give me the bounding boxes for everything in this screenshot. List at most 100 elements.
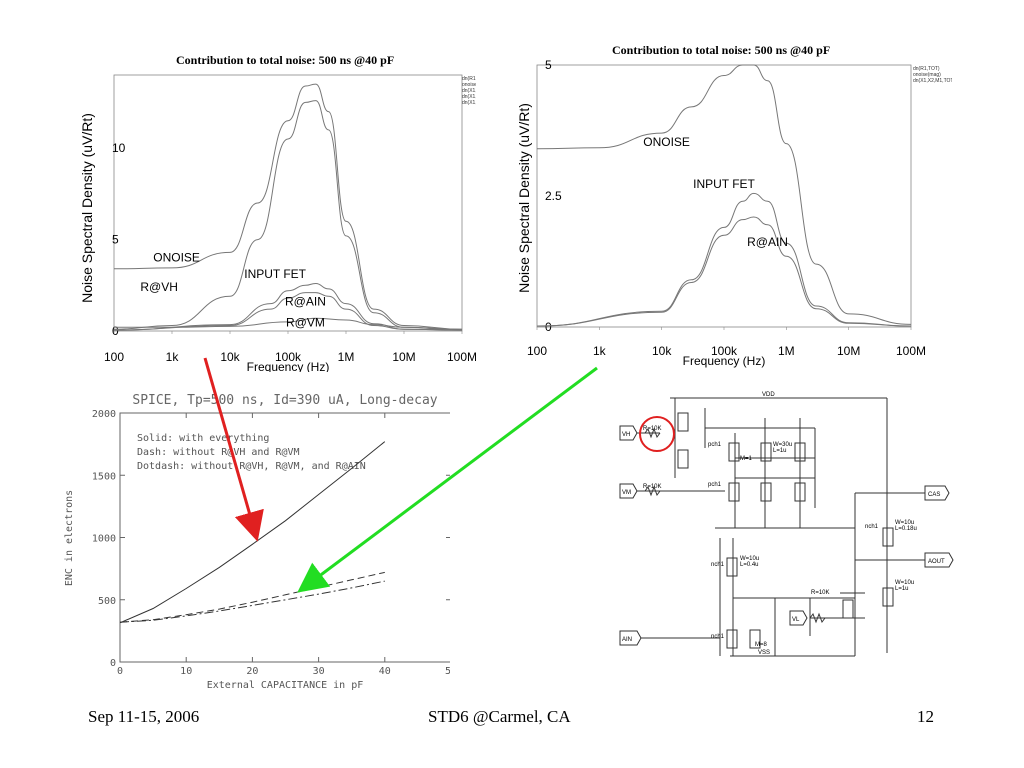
size-label-l1: L=1u — [773, 448, 787, 454]
chart3-legend-line-3: Dotdash: without R@VH, R@VM, and R@AIN — [137, 461, 366, 472]
chart3-y-tick-label: 500 — [98, 596, 116, 607]
chart3-xlabel: External CAPACITANCE in pF — [207, 680, 364, 691]
chart1-series-line — [114, 317, 463, 330]
chart2-x-tick-label: 1k — [593, 344, 607, 358]
chart3-y-tick-label: 1000 — [92, 534, 116, 545]
chart3-x-tick-label: 40 — [379, 666, 391, 677]
chart1-series-line — [113, 282, 463, 331]
vl-port-label: VL — [792, 617, 800, 623]
cas-port-label: CAS — [928, 492, 940, 498]
vdd-label: VDD — [762, 392, 775, 398]
chart1-x-tick-label: 100 — [104, 350, 124, 364]
schematic-text: VDD VSS VH VM VL AIN CAS AOUT R=10K R=10… — [622, 392, 945, 656]
chart1-series-line — [113, 100, 463, 331]
chart2-title: Contribution to total noise: 500 ns @40 … — [612, 43, 831, 57]
chart3-y-tick-label: 2000 — [92, 409, 116, 420]
chart2-x-tick-label: 100k — [711, 344, 738, 358]
chart2-x-tick-label: 100 — [527, 344, 547, 358]
vm-port-label: VM — [622, 490, 631, 496]
chart2-series-line — [536, 64, 912, 325]
chart3-x-tick-label: 0 — [117, 666, 123, 677]
vss-label: VSS — [758, 650, 770, 656]
schematic-ports — [619, 425, 954, 646]
chart1-annotation: R@AIN — [285, 294, 326, 308]
chart2-annotation: INPUT FET — [693, 177, 755, 191]
chart1-x-tick-label: 100k — [275, 350, 302, 364]
size-label-w10b: W=10u — [895, 520, 914, 526]
mult-label-m8: M=8 — [755, 642, 768, 648]
mult-label-m1: M=1 — [740, 456, 753, 462]
size-label-l1b: L=1u — [895, 586, 909, 592]
chart1-x-tick-label: 10M — [392, 350, 415, 364]
chart1-annotation: ONOISE — [153, 251, 200, 265]
chart2-x-tick-label: 1M — [778, 344, 795, 358]
chart1-legend-entry: dn(X1,X2,R2,TOT) — [462, 100, 476, 106]
ain-port-label: AIN — [622, 637, 632, 643]
chart1-series-line — [113, 83, 463, 330]
size-label-w10a: W=10u — [740, 556, 759, 562]
footer-page-number: 12 — [917, 707, 934, 726]
chart1-x-tick-label: 1M — [338, 350, 355, 364]
chart1-legend-entry: onoise(mag) — [462, 82, 476, 88]
chart1-legend-entry: dn(R1,TOT) — [462, 76, 476, 82]
chart3: SPICE, Tp=500 ns, Id=390 uA, Long-decay … — [64, 393, 450, 691]
chart2-annotation: ONOISE — [643, 135, 690, 149]
aout-port-label: AOUT — [928, 559, 945, 565]
size-label-l04: L=0.4u — [740, 562, 759, 568]
chart1-frame — [113, 74, 463, 332]
chart2-xlabel: Frequency (Hz) — [683, 354, 766, 368]
chart1-x-tick-label: 10k — [220, 350, 240, 364]
chart3-y-tick-label: 0 — [110, 658, 116, 669]
chart3-title: SPICE, Tp=500 ns, Id=390 uA, Long-decay — [132, 393, 437, 408]
resistor-label-1: R=10K — [643, 426, 662, 432]
chart1-legend-entry: dn(X1,X2,R1,TOT) — [462, 94, 476, 100]
footer-venue: STD6 @Carmel, CA — [428, 707, 571, 726]
nch-label-3: nch1 — [865, 524, 879, 530]
size-label-w30: W=30u — [773, 442, 792, 448]
pch-label-2: pch1 — [708, 482, 722, 488]
chart2-y-tick-label: 5 — [545, 58, 552, 72]
chart3-x-tick-label: 30 — [313, 666, 325, 677]
size-label-l018: L=0.18u — [895, 526, 917, 532]
chart2-legend-entry: dn(R1,TOT) — [913, 66, 940, 72]
size-label-w10c: W=10u — [895, 580, 914, 586]
chart2-y-tick-label: 2.5 — [545, 189, 562, 203]
chart1-xlabel: Frequency (Hz) — [247, 360, 330, 372]
footer-date: Sep 11-15, 2006 — [88, 707, 200, 726]
nch-label-1: nch1 — [711, 562, 725, 568]
chart2-frame — [536, 64, 912, 328]
chart3-ylabel: ENC in electrons — [64, 490, 75, 586]
chart1-y-tick-label: 10 — [112, 141, 126, 155]
chart2-legend-entry: dn(X1,X2,M1,TOT) — [913, 78, 952, 84]
chart2-y-tick-label: 0 — [545, 320, 552, 334]
chart3-x-tick-label: 20 — [246, 666, 258, 677]
chart1-y-tick-label: 5 — [112, 233, 119, 247]
chart1-annotation: R@VH — [140, 280, 178, 294]
chart3-x-tick-label: 50 — [445, 666, 450, 677]
chart2: 100 1k 10k 100k 1M 10M 100M 0 2.5 5 dn(R1,TOT)onoi… — [527, 58, 952, 368]
chart2-series-line — [536, 216, 912, 327]
schematic-wiring — [635, 397, 925, 657]
pch-label-1: pch1 — [708, 442, 722, 448]
chart3-legend-line-1: Solid: with everything — [137, 433, 269, 444]
chart3-legend-line-2: Dash: without R@VH and R@VM — [137, 447, 300, 458]
chart1-annotation: R@VM — [286, 315, 325, 329]
chart1-title: Contribution to total noise: 500 ns @40 … — [176, 53, 395, 67]
vh-resistor-highlight-circle — [639, 416, 675, 452]
nch-label-2: nch1 — [711, 634, 725, 640]
chart1-x-tick-label: 1k — [166, 350, 180, 364]
resistor-label-2: R=10K — [643, 484, 662, 490]
chart2-x-tick-label: 10k — [652, 344, 672, 358]
chart1: 100 1k 10k 100k 1M 10M 100M 0 5 10 dn(R1,TOT)onois… — [104, 74, 476, 372]
chart1-annotation: INPUT FET — [244, 267, 306, 281]
chart1-y-tick-label: 0 — [112, 324, 119, 338]
chart1-x-tick-label: 100M — [447, 350, 476, 364]
chart3-y-tick-label: 1500 — [92, 471, 116, 482]
chart2-annotation: R@AIN — [747, 235, 788, 249]
chart2-x-tick-label: 100M — [896, 344, 926, 358]
resistor-label-3: R=10K — [811, 590, 830, 596]
circuit-schematic: VDD VSS VH VM VL AIN CAS AOUT R=10K R=10… — [619, 392, 954, 657]
chart2-series-line — [536, 192, 912, 327]
chart1-legend-entry: dn(X1,X2,R1,TOT) — [462, 88, 476, 94]
chart1-series-line — [113, 292, 463, 331]
